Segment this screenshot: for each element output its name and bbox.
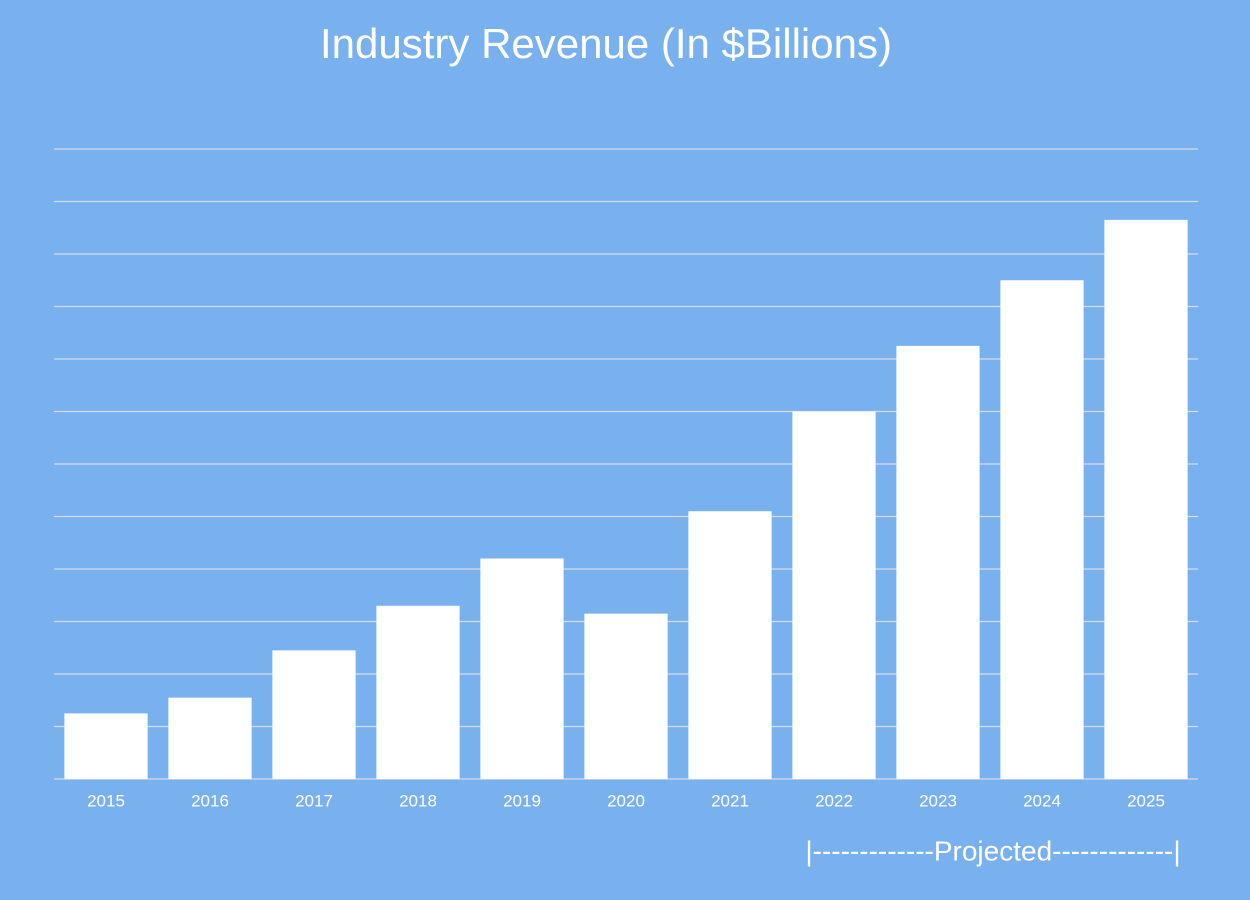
x-tick-label: 2015 — [87, 791, 125, 810]
bar — [688, 511, 772, 779]
x-tick-label: 2021 — [711, 791, 749, 810]
bar — [792, 411, 876, 779]
x-tick-label: 2019 — [503, 791, 541, 810]
bar — [584, 613, 668, 779]
x-tick-label: 2022 — [815, 791, 853, 810]
bar — [376, 605, 460, 779]
bar — [168, 697, 252, 779]
x-tick-label: 2020 — [607, 791, 645, 810]
bar — [64, 713, 148, 779]
bar — [272, 650, 356, 779]
x-tick-label: 2017 — [295, 791, 333, 810]
bar — [1000, 280, 1084, 779]
chart-title: Industry Revenue (In $Billions) — [320, 20, 892, 67]
bar — [480, 558, 564, 779]
bar — [1104, 219, 1188, 779]
x-tick-label: 2018 — [399, 791, 437, 810]
x-tick-label: 2023 — [919, 791, 957, 810]
x-tick-label: 2016 — [191, 791, 229, 810]
bar — [896, 345, 980, 779]
annotation: |-------------Projected-------------| — [805, 835, 1180, 866]
x-tick-label: 2025 — [1127, 791, 1165, 810]
x-tick-label: 2024 — [1023, 791, 1061, 810]
